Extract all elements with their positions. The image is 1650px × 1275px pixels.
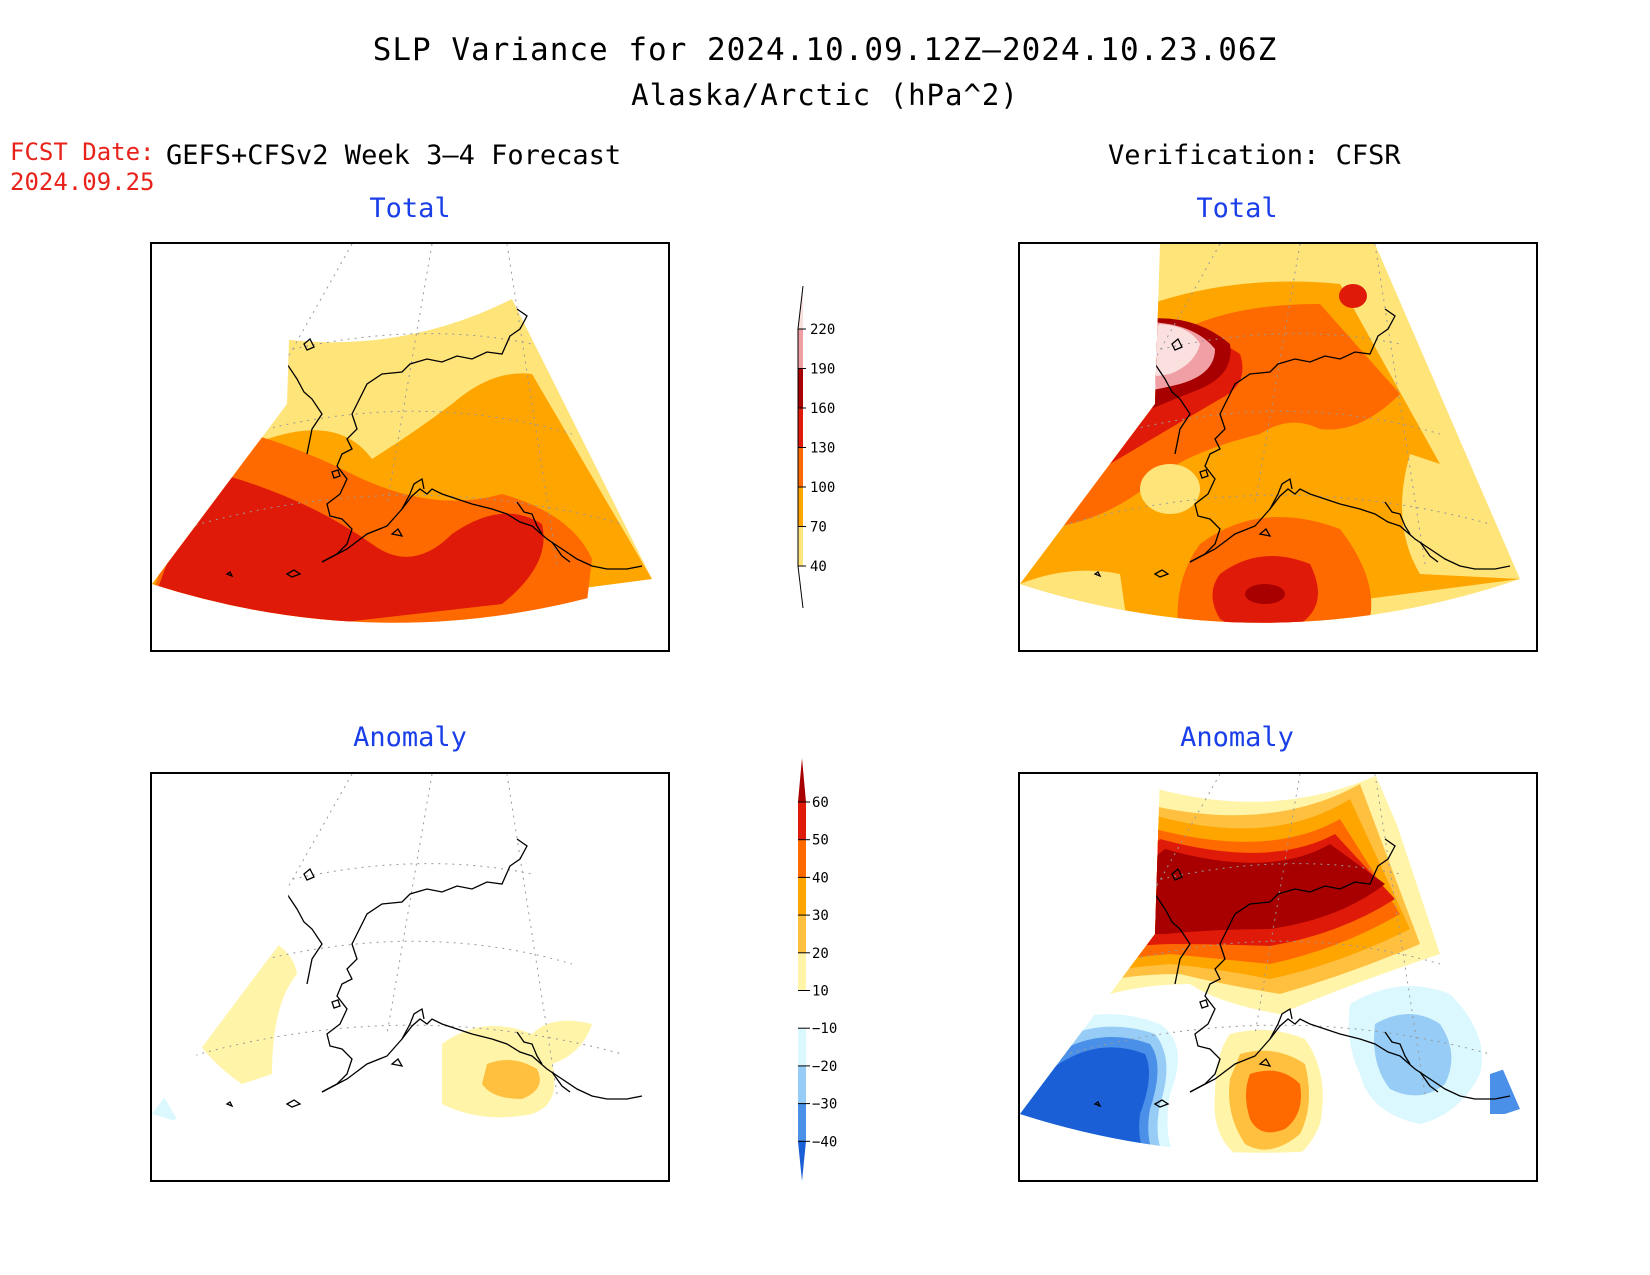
map-panel-verification-total	[1018, 242, 1538, 652]
shade-160-190-south	[1245, 584, 1285, 604]
colorbar-anomaly-label: −40	[812, 1134, 837, 1150]
colorbar-total-label: 220	[810, 322, 835, 338]
main-subtitle: Alaska/Arctic (hPa^2)	[631, 78, 1019, 112]
map-panel-forecast-anomaly	[150, 772, 670, 1182]
colorbar-total-block	[798, 408, 803, 448]
shade-neg40	[1020, 1047, 1160, 1153]
colorbar-total-block	[798, 368, 803, 408]
colorbar-anomaly-block	[798, 1065, 806, 1104]
fcst-date-value: 2024.09.25	[10, 168, 155, 196]
colorbar-anomaly-label: 50	[812, 833, 829, 849]
shade-100-130	[1040, 304, 1400, 529]
colorbar-anomaly-block	[798, 1103, 806, 1142]
shade-10-20-west	[192, 934, 297, 1084]
colorbar-anomaly-block	[798, 877, 806, 916]
subtitle-br: Anomaly	[1180, 722, 1294, 753]
colorbar-anomaly-label: 60	[812, 795, 829, 811]
colorbar-anomaly-label: 10	[812, 984, 829, 1000]
subtitle-bl: Anomaly	[353, 722, 467, 753]
colorbar-total-label: 100	[810, 480, 835, 496]
left-header: GEFS+CFSv2 Week 3–4 Forecast	[166, 140, 622, 171]
colorbar-anomaly-label: 40	[812, 870, 829, 886]
colorbar-total-label: 130	[810, 441, 835, 457]
colorbar-total-block	[798, 447, 803, 487]
colorbar-anomaly-cap-top	[798, 758, 806, 802]
map-panel-forecast-total	[150, 242, 670, 652]
colorbar-anomaly-block	[798, 952, 806, 991]
colorbar-total-block	[798, 526, 803, 566]
subtitle-tl: Total	[369, 193, 451, 224]
colorbar-anomaly-label: 20	[812, 946, 829, 962]
shade-130-160	[152, 469, 544, 623]
colorbar-total: 220 190 160 130 100 70 40	[790, 285, 900, 630]
colorbar-anomaly-block	[798, 1028, 806, 1066]
colorbar-total-label: 40	[810, 559, 827, 575]
colorbar-anomaly-label: −30	[812, 1097, 837, 1113]
colorbar-total-label: 190	[810, 362, 835, 378]
colorbar-anomaly-cap-bottom	[798, 1141, 806, 1182]
subtitle-tr: Total	[1196, 193, 1278, 224]
colorbar-anomaly-block	[798, 915, 806, 953]
fcst-date-label: FCST Date:	[10, 138, 155, 166]
colorbar-total-block	[798, 487, 803, 527]
main-title: SLP Variance for 2024.10.09.12Z—2024.10.…	[372, 32, 1278, 68]
colorbar-anomaly-block	[798, 802, 806, 840]
map-panel-verification-anomaly	[1018, 772, 1538, 1182]
colorbar-anomaly-label: −10	[812, 1021, 837, 1037]
colorbar-total-label: 70	[810, 520, 827, 536]
shade-20-30	[482, 1060, 540, 1099]
colorbar-anomaly-label: 30	[812, 908, 829, 924]
right-header: Verification: CFSR	[1108, 140, 1401, 171]
colorbar-anomaly-block	[798, 839, 806, 878]
colorbar-anomaly-block	[798, 990, 806, 1029]
colorbar-total-label: 160	[810, 401, 835, 417]
fcst-date: FCST Date: 2024.09.25	[10, 137, 155, 197]
colorbar-anomaly: 60 50 40 30 20 10 −10 −20 −30 −40	[790, 758, 900, 1212]
colorbar-anomaly-label: −20	[812, 1059, 837, 1075]
colorbar-total-block	[798, 329, 803, 369]
